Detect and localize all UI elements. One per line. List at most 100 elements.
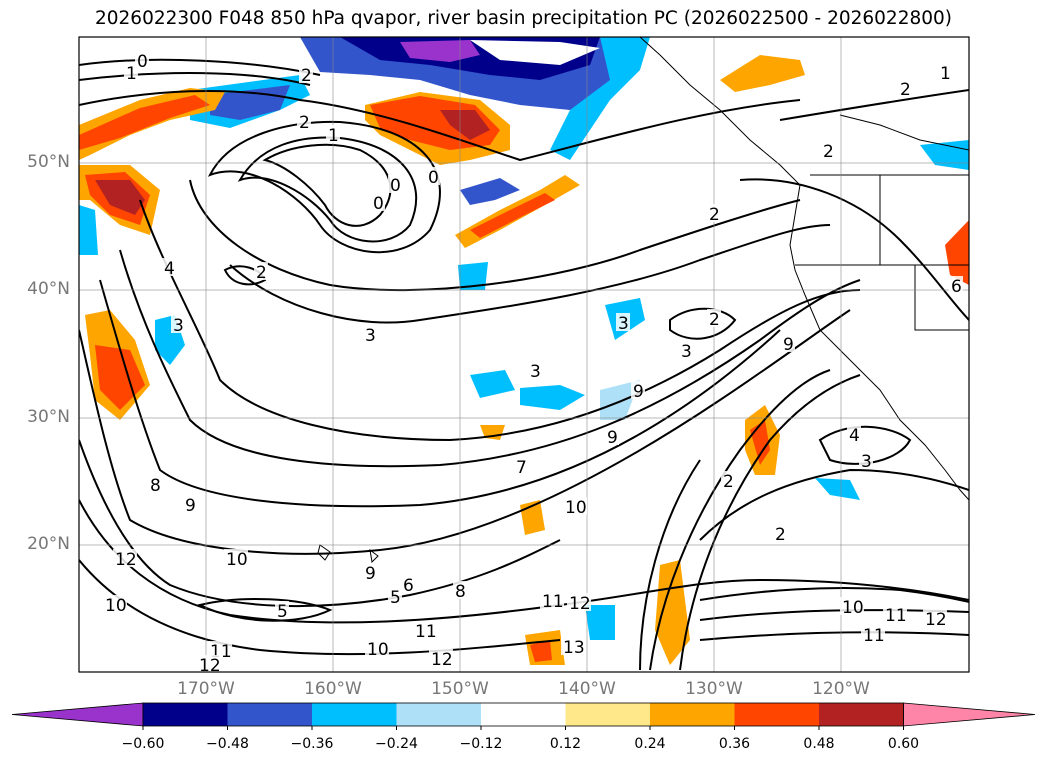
plot-frame (78, 36, 970, 673)
contour-label: 11 (415, 622, 437, 642)
contour-label-bg (605, 427, 619, 445)
contour-label: 10 (565, 498, 587, 518)
contour-label: 5 (390, 588, 401, 608)
contour-label: 2 (709, 310, 720, 330)
contour-label-bg (113, 549, 137, 567)
contour-label-bg (821, 141, 835, 159)
colorbar-extend-min (11, 702, 144, 727)
contour-label: 8 (150, 476, 161, 496)
contour-label: 6 (403, 576, 414, 596)
contour-label: 9 (607, 428, 618, 448)
contour-lines (79, 58, 969, 671)
colorbar-tick-label: −0.24 (375, 736, 418, 752)
contour-label-bg (171, 315, 185, 333)
contour-label-bg (162, 258, 176, 276)
contour-label: 11 (885, 606, 907, 626)
colorbar-tick-label: 0.48 (803, 736, 835, 752)
longitude-label: 120°W (812, 679, 870, 699)
colorbar-tick-label: 0.36 (718, 736, 751, 752)
colorbar-tick-label: −0.12 (459, 736, 503, 752)
contour-label: 4 (849, 426, 860, 446)
contour-label: 12 (115, 550, 137, 570)
colorbar (11, 702, 1036, 730)
contour-label-bg (103, 595, 127, 613)
plot-background (79, 37, 969, 672)
contour-label-bg (254, 262, 268, 280)
contour-label: 2 (709, 205, 720, 225)
contour-label: 9 (185, 496, 196, 516)
shading-layer (79, 37, 969, 665)
contour-label: 13 (563, 638, 585, 658)
colorbar-swatch (734, 703, 820, 726)
contour-label: 3 (530, 362, 541, 382)
contour-label: 2 (900, 80, 911, 100)
contour-label-bg (949, 276, 963, 294)
contour-label: 12 (569, 594, 591, 614)
contour-label-bg (429, 649, 453, 667)
contour-label: 2 (823, 142, 834, 162)
contour-label-bg (840, 597, 864, 615)
contour-label-bg (363, 563, 377, 581)
colorbar-swatch (650, 703, 735, 726)
contour-label: 5 (277, 602, 288, 622)
contour-label-bg (148, 475, 162, 493)
colorbar-swatch (396, 703, 482, 726)
contour-label-bg (197, 655, 221, 672)
contour-label: 3 (173, 316, 184, 336)
contour-label-bg (413, 621, 437, 639)
contour-label-bg (208, 641, 232, 659)
contour-label: 1 (126, 64, 137, 84)
contour-label: 3 (681, 342, 692, 362)
chart-title: 2026022300 F048 850 hPa qvapor, river ba… (94, 8, 953, 29)
contour-label-bg (326, 125, 340, 143)
contour-label-bg (426, 167, 440, 185)
contour-label: 10 (842, 598, 864, 618)
contour-label-bg (135, 51, 149, 69)
contour-label-bg (898, 79, 912, 97)
contour-label: 4 (164, 259, 175, 279)
contour-label-bg (124, 63, 138, 81)
contour-label: 9 (783, 335, 794, 355)
colorbar-swatch (481, 703, 566, 726)
contour-label-bg (299, 65, 313, 83)
contour-label-bg (224, 549, 248, 567)
contour-label: 6 (951, 277, 962, 297)
contour-label: 11 (542, 592, 564, 612)
contour-label-bg (514, 457, 528, 475)
contour-label-bg (707, 309, 721, 327)
contour-label-bg (563, 497, 587, 515)
contour-label-bg (923, 609, 947, 627)
colorbar-swatch (565, 703, 651, 726)
colorbar-tick-label: 0.12 (549, 736, 582, 752)
contour-label-bg (679, 341, 693, 359)
contour-label: 2 (299, 113, 310, 133)
contour-label: 0 (373, 194, 384, 214)
contour-label: 10 (105, 596, 127, 616)
colorbar-swatch (312, 703, 397, 726)
colorbar-swatch (227, 703, 313, 726)
longitude-label: 160°W (304, 679, 362, 699)
contour-label-bg (883, 605, 907, 623)
contour-label: 7 (516, 458, 527, 478)
contour-label-bg (847, 425, 861, 443)
latitude-label: 20°N (27, 534, 70, 554)
contour-label: 2 (301, 66, 312, 86)
colorbar-extend-max (903, 702, 1036, 727)
contour-label: 3 (365, 326, 376, 346)
contour-label-bg (781, 334, 795, 352)
contour-label: 3 (861, 452, 872, 472)
contour-label-bg (388, 587, 402, 605)
contour-label: 9 (633, 382, 644, 402)
latitude-label: 30°N (27, 407, 70, 427)
contour-label-bg (631, 381, 645, 399)
latitude-label: 40°N (27, 279, 70, 299)
longitude-label: 140°W (558, 679, 616, 699)
contour-label-bg (861, 625, 885, 643)
contour-label: 2 (723, 472, 734, 492)
contour-label-bg (453, 581, 467, 599)
colorbar-tick-label: −0.36 (290, 736, 334, 752)
contour-label: 1 (940, 64, 951, 84)
contour-label: 9 (365, 564, 376, 584)
